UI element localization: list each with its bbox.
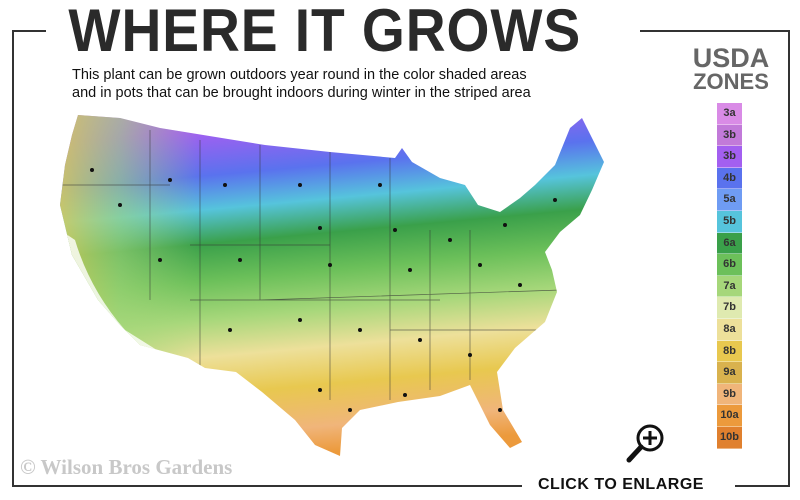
subtitle-line-1: This plant can be grown outdoors year ro… (72, 67, 527, 83)
frame-border (735, 485, 790, 487)
legend-zone-8a: 8a (717, 318, 742, 341)
legend-zone-6b: 6b (717, 254, 742, 276)
legend-zone-5a: 5a (717, 189, 742, 211)
legend-title-line-2: ZONES (693, 69, 769, 94)
watermark: © Wilson Bros Gardens (20, 455, 233, 479)
frame-border (12, 485, 522, 487)
legend-title-line-1: USDA (692, 43, 770, 73)
legend-zone-8b: 8b (717, 340, 742, 363)
page-title: WHERE IT GROWS (68, 0, 582, 64)
zone-legend: 3a 3b 3b 4b 5a 5b 6a 6b 7a 7b 8a 8b 9a 9b 10a 10b (717, 103, 742, 449)
frame-border (12, 30, 46, 32)
subtitle: This plant can be grown outdoors year ro… (72, 66, 531, 102)
legend-zone-3a: 3a (717, 103, 742, 125)
legend-title: USDA ZONES (676, 43, 786, 94)
frame-border (12, 30, 14, 485)
legend-zone-9a: 9a (717, 362, 742, 384)
legend-zone-3b: 3b (717, 124, 742, 147)
frame-border (640, 30, 790, 32)
legend-zone-10b: 10b (717, 426, 742, 449)
subtitle-line-2: and in pots that can be brought indoors … (72, 85, 531, 101)
legend-zone-5b: 5b (717, 210, 742, 233)
legend-zone-10a: 10a (717, 405, 742, 427)
frame-border (788, 30, 790, 485)
click-to-enlarge-button[interactable]: CLICK TO ENLARGE (532, 476, 710, 494)
legend-zone-4b: 4b (717, 167, 742, 190)
legend-zone-6a: 6a (717, 232, 742, 255)
legend-zone-7b: 7b (717, 297, 742, 319)
legend-zone-7a: 7a (717, 275, 742, 298)
legend-zone-3b: 3b (717, 146, 742, 168)
us-map-shape (60, 115, 604, 456)
legend-zone-9b: 9b (717, 383, 742, 406)
city-dots (90, 168, 557, 412)
magnifier-plus-icon[interactable] (624, 422, 668, 466)
